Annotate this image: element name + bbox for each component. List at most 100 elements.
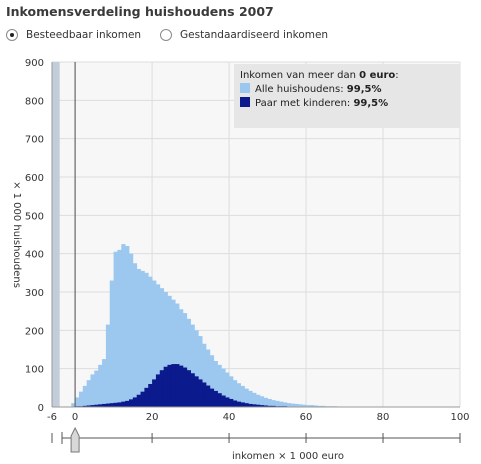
bar-paar-met-kinderen — [136, 394, 141, 407]
bar-paar-met-kinderen — [117, 402, 122, 407]
bar-alle-huishoudens — [229, 376, 234, 407]
slider-handle[interactable] — [70, 426, 80, 453]
legend-item-label: Alle huishoudens: — [255, 84, 347, 95]
bar-paar-met-kinderen — [263, 405, 268, 407]
legend-swatch-alle — [240, 83, 250, 93]
bar-alle-huishoudens — [259, 396, 265, 407]
bar-paar-met-kinderen — [140, 391, 145, 407]
bar-alle-huishoudens — [175, 303, 180, 407]
y-tick-label: 900 — [25, 58, 44, 69]
bar-paar-met-kinderen — [217, 393, 222, 407]
bar-alle-huishoudens — [313, 405, 318, 407]
x-tick-label: 60 — [300, 412, 313, 423]
x-tick-label: 100 — [450, 412, 469, 423]
bar-alle-huishoudens — [267, 398, 272, 407]
bar-alle-huishoudens — [205, 349, 211, 407]
option-besteedbaar-label: Besteedbaar inkomen — [26, 29, 142, 41]
bar-paar-met-kinderen — [171, 364, 176, 407]
bar-alle-huishoudens — [194, 330, 199, 407]
y-tick-label: 200 — [25, 326, 44, 337]
chart-title: Inkomensverdeling huishoudens 2007 — [6, 4, 274, 19]
bar-alle-huishoudens — [75, 397, 80, 407]
bar-paar-met-kinderen — [182, 367, 188, 407]
bar-paar-met-kinderen — [259, 405, 265, 407]
bar-alle-huishoudens — [121, 244, 126, 407]
legend-item-value: 99,5% — [347, 84, 382, 95]
bar-alle-huishoudens — [275, 400, 280, 407]
bar-paar-met-kinderen — [82, 405, 88, 407]
legend-heading-suffix: : — [395, 70, 398, 81]
bar-alle-huishoudens — [182, 313, 188, 407]
bar-paar-met-kinderen — [190, 373, 195, 407]
bar-alle-huishoudens — [298, 404, 303, 407]
bar-alle-huishoudens — [282, 402, 288, 407]
bar-paar-met-kinderen — [94, 404, 99, 407]
bar-alle-huishoudens — [279, 401, 284, 407]
y-tick-label: 400 — [25, 250, 44, 261]
bar-paar-met-kinderen — [213, 390, 218, 407]
negative-income-bar — [52, 62, 60, 407]
legend-heading-prefix: Inkomen van meer dan — [240, 70, 359, 81]
x-tick-label: 80 — [377, 412, 390, 423]
bar-paar-met-kinderen — [194, 376, 199, 407]
bar-alle-huishoudens — [294, 403, 299, 407]
bar-paar-met-kinderen — [229, 398, 234, 407]
bar-alle-huishoudens — [86, 380, 91, 407]
bar-alle-huishoudens — [309, 405, 315, 407]
bar-paar-met-kinderen — [148, 384, 153, 407]
bar-paar-met-kinderen — [225, 397, 230, 407]
y-tick-label: 800 — [25, 96, 44, 107]
legend-heading: Inkomen van meer dan 0 euro: — [240, 70, 399, 81]
bar-paar-met-kinderen — [144, 387, 149, 407]
bar-alle-huishoudens — [209, 355, 215, 407]
option-besteedbaar[interactable]: Besteedbaar inkomen — [6, 29, 141, 41]
bar-alle-huishoudens — [98, 364, 103, 407]
bar-alle-huishoudens — [105, 324, 111, 407]
x-tick-label: 40 — [223, 412, 236, 423]
legend-heading-value: 0 euro — [359, 70, 395, 81]
bar-alle-huishoudens — [171, 299, 176, 407]
bar-paar-met-kinderen — [105, 403, 111, 407]
legend-item-alle: Alle huishoudens: 99,5% — [255, 84, 382, 95]
bar-alle-huishoudens — [202, 343, 207, 407]
option-gestandaardiseerd-label: Gestandaardiseerd inkomen — [180, 29, 329, 41]
option-gestandaardiseerd[interactable]: Gestandaardiseerd inkomen — [160, 29, 328, 41]
bar-alle-huishoudens — [163, 292, 168, 407]
bar-alle-huishoudens — [186, 318, 191, 407]
radio-besteedbaar[interactable] — [6, 29, 18, 41]
bar-alle-huishoudens — [155, 284, 161, 407]
bar-paar-met-kinderen — [267, 405, 272, 407]
bar-alle-huishoudens — [198, 336, 203, 407]
bar-paar-met-kinderen — [248, 403, 253, 407]
bar-alle-huishoudens — [94, 370, 99, 407]
bar-paar-met-kinderen — [221, 395, 226, 407]
bar-alle-huishoudens — [128, 253, 134, 407]
bar-alle-huishoudens — [78, 391, 84, 407]
bar-alle-huishoudens — [144, 272, 149, 407]
bar-paar-met-kinderen — [86, 405, 91, 407]
bar-alle-huishoudens — [109, 280, 114, 407]
legend-item-kinderen: Paar met kinderen: 99,5% — [255, 98, 388, 109]
bar-alle-huishoudens — [125, 246, 130, 407]
bar-paar-met-kinderen — [271, 405, 276, 407]
radio-gestandaardiseerd[interactable] — [160, 29, 172, 41]
bar-paar-met-kinderen — [175, 364, 180, 407]
bar-alle-huishoudens — [159, 288, 165, 407]
bar-paar-met-kinderen — [132, 397, 138, 407]
bar-alle-huishoudens — [152, 280, 157, 407]
bar-paar-met-kinderen — [256, 404, 261, 407]
legend-box — [234, 64, 460, 128]
bar-paar-met-kinderen — [109, 403, 114, 407]
legend-item-value: 99,5% — [353, 98, 388, 109]
y-axis-label: × 1 000 huishoudens — [11, 181, 22, 288]
bar-paar-met-kinderen — [167, 364, 172, 407]
bar-alle-huishoudens — [256, 394, 261, 407]
bar-paar-met-kinderen — [155, 374, 161, 407]
x-tick-label: 20 — [146, 412, 159, 423]
bar-alle-huishoudens — [244, 388, 249, 407]
legend-item-label: Paar met kinderen: — [255, 98, 353, 109]
bar-alle-huishoudens — [248, 390, 253, 407]
bar-paar-met-kinderen — [232, 400, 238, 407]
